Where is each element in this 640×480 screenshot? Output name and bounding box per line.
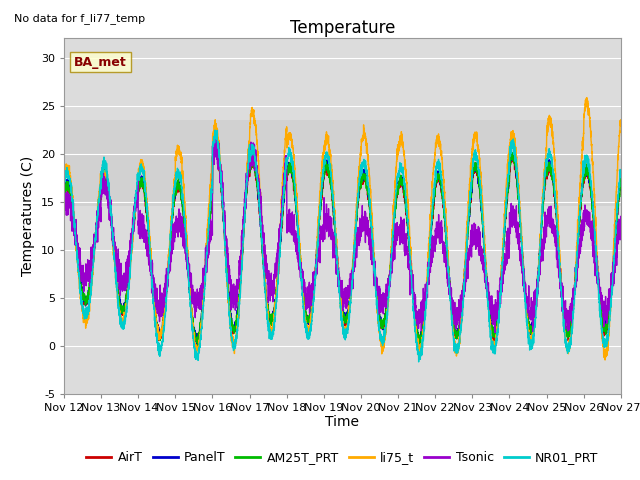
li75_t: [617, 117, 625, 123]
li75_t: [499, 241, 506, 247]
NR01_PRT: [160, 327, 168, 333]
Line: PanelT: PanelT: [64, 144, 621, 344]
Line: AirT: AirT: [64, 146, 621, 344]
AM25T_PRT: [499, 249, 507, 254]
li75_t: [601, 357, 609, 363]
AM25T_PRT: [160, 309, 168, 314]
AirT: [160, 318, 168, 324]
Tsonic: [499, 281, 507, 287]
AirT: [322, 169, 330, 175]
NR01_PRT: [617, 167, 625, 173]
Text: No data for f_li77_temp: No data for f_li77_temp: [14, 13, 145, 24]
NR01_PRT: [616, 174, 624, 180]
NR01_PRT: [211, 127, 219, 133]
NR01_PRT: [468, 184, 476, 190]
li75_t: [160, 314, 168, 320]
Line: NR01_PRT: NR01_PRT: [64, 130, 621, 362]
Y-axis label: Temperatures (C): Temperatures (C): [21, 156, 35, 276]
PanelT: [499, 251, 507, 257]
Bar: [64, 120, 621, 206]
AM25T_PRT: [616, 185, 624, 191]
PanelT: [616, 176, 624, 181]
li75_t: [436, 146, 444, 152]
Tsonic: [322, 219, 330, 225]
NR01_PRT: [60, 179, 68, 184]
PanelT: [436, 177, 444, 183]
X-axis label: Time: Time: [325, 415, 360, 430]
Line: Tsonic: Tsonic: [64, 137, 621, 333]
AirT: [468, 192, 476, 198]
AM25T_PRT: [322, 161, 330, 167]
Tsonic: [467, 233, 475, 239]
NR01_PRT: [436, 170, 444, 176]
AM25T_PRT: [436, 175, 444, 181]
PanelT: [617, 175, 625, 180]
PanelT: [160, 311, 168, 317]
AM25T_PRT: [194, 343, 202, 349]
Tsonic: [60, 208, 68, 214]
PanelT: [193, 341, 200, 347]
AM25T_PRT: [468, 191, 476, 197]
NR01_PRT: [415, 359, 422, 365]
Tsonic: [212, 134, 220, 140]
AirT: [499, 249, 507, 255]
NR01_PRT: [499, 258, 507, 264]
AM25T_PRT: [617, 175, 625, 181]
Line: li75_t: li75_t: [64, 97, 621, 360]
Legend: AirT, PanelT, AM25T_PRT, li75_t, Tsonic, NR01_PRT: AirT, PanelT, AM25T_PRT, li75_t, Tsonic,…: [81, 446, 604, 469]
AirT: [616, 186, 624, 192]
AirT: [436, 183, 444, 189]
Line: AM25T_PRT: AM25T_PRT: [64, 142, 621, 346]
PanelT: [322, 164, 330, 170]
li75_t: [60, 166, 68, 171]
AirT: [194, 341, 202, 347]
Tsonic: [436, 229, 444, 235]
li75_t: [467, 162, 475, 168]
PanelT: [60, 192, 68, 197]
PanelT: [212, 141, 220, 146]
Title: Temperature: Temperature: [290, 19, 395, 37]
PanelT: [468, 187, 476, 193]
li75_t: [616, 122, 624, 128]
Tsonic: [617, 232, 625, 238]
li75_t: [583, 95, 591, 100]
NR01_PRT: [322, 154, 330, 159]
AirT: [60, 194, 68, 200]
AirT: [211, 143, 218, 149]
Tsonic: [492, 330, 499, 336]
AM25T_PRT: [210, 139, 218, 145]
AirT: [617, 180, 625, 186]
Tsonic: [616, 222, 624, 228]
li75_t: [322, 138, 330, 144]
AM25T_PRT: [60, 189, 68, 195]
Tsonic: [160, 286, 168, 292]
